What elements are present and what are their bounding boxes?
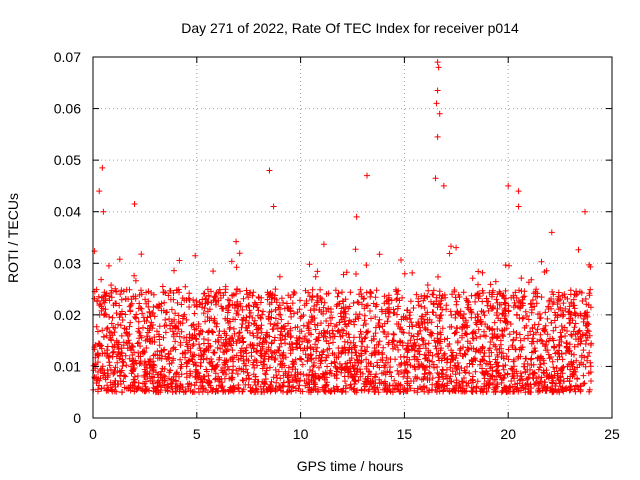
data-point-4 <box>266 167 273 174</box>
y-tick-label: 0.02 <box>54 307 81 323</box>
data-point-15 <box>440 182 447 189</box>
y-tick-label: 0.06 <box>54 101 81 117</box>
data-point-17 <box>515 188 522 195</box>
axis-ticks <box>92 56 613 419</box>
data-point-12 <box>433 100 440 107</box>
x-tick-label: 10 <box>293 426 309 442</box>
tick-labels: 0 5 10 15 20 25 0 0.01 0.02 0.03 0.04 0.05 0.06 0.07 <box>54 49 620 442</box>
data-point-18 <box>515 203 522 210</box>
y-axis-label: ROTI / TECUs <box>5 193 21 283</box>
x-axis-label: GPS time / hours <box>297 458 404 474</box>
x-tick-label: 5 <box>193 426 201 442</box>
data-point-11 <box>434 87 441 94</box>
y-tick-label: 0.07 <box>54 49 81 65</box>
data-point-5 <box>270 203 277 210</box>
y-tick-label: 0 <box>73 410 81 426</box>
data-point-6 <box>364 172 371 179</box>
data-point-1 <box>96 188 103 195</box>
data-point-16 <box>505 182 512 189</box>
x-tick-label: 20 <box>500 426 516 442</box>
scatter-cloud <box>90 238 595 396</box>
data-point-2 <box>100 208 107 215</box>
data-point-14 <box>434 133 441 140</box>
data-point-3 <box>131 200 138 207</box>
x-tick-label: 0 <box>89 426 97 442</box>
data-point-19 <box>548 229 555 236</box>
y-tick-label: 0.04 <box>54 204 81 220</box>
x-tick-label: 25 <box>604 426 620 442</box>
data-points <box>90 59 595 396</box>
y-tick-label: 0.03 <box>54 255 81 271</box>
data-point-7 <box>353 213 360 220</box>
data-point-20 <box>582 208 589 215</box>
chart-title: Day 271 of 2022, Rate Of TEC Index for r… <box>181 20 519 36</box>
data-point-10 <box>435 64 442 71</box>
data-point-9 <box>434 59 441 66</box>
plot-frame <box>92 56 613 419</box>
data-point-0 <box>99 164 106 171</box>
data-point-8 <box>432 175 439 182</box>
y-tick-label: 0.05 <box>54 152 81 168</box>
data-point-13 <box>436 110 443 117</box>
y-tick-label: 0.01 <box>54 358 81 374</box>
x-tick-label: 15 <box>397 426 413 442</box>
